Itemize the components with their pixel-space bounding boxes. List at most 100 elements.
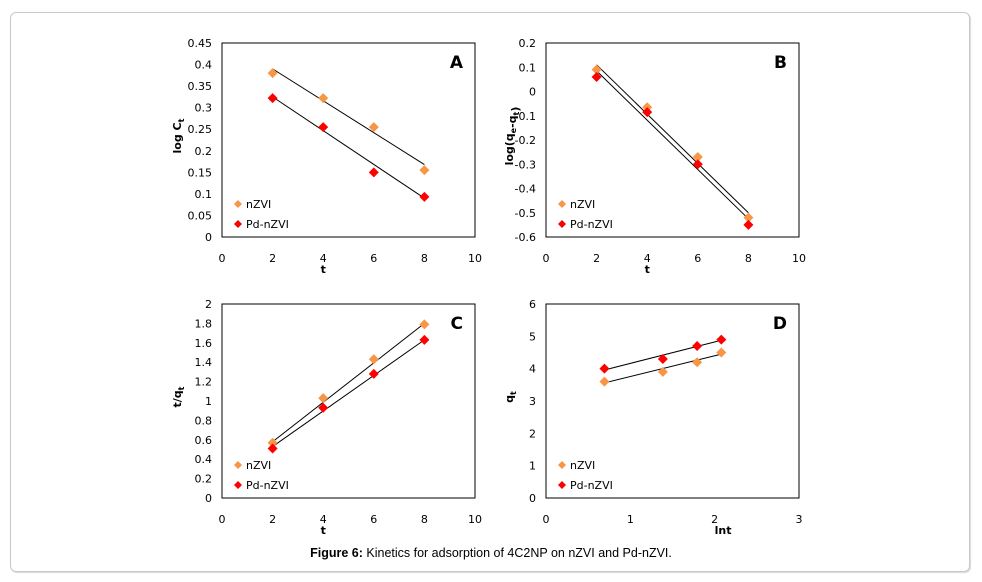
y-tick-label: -0.6 <box>515 231 536 244</box>
panel-letter: B <box>774 53 787 73</box>
data-point-pd-nzvi <box>642 107 653 118</box>
legend-label: Pd-nZVI <box>570 218 613 231</box>
data-point-pd-nzvi <box>318 402 329 413</box>
y-tick-label: 0.25 <box>188 123 213 136</box>
data-point-nzvi <box>599 376 610 387</box>
figure-caption: Figure 6: Kinetics for adsorption of 4C2… <box>0 546 982 560</box>
x-tick-label: 0 <box>219 252 226 265</box>
x-tick-label: 8 <box>421 513 428 526</box>
data-point-nzvi <box>419 165 430 176</box>
y-tick-label: 1 <box>529 460 536 473</box>
data-point-nzvi <box>318 393 329 404</box>
data-point-pd-nzvi <box>716 334 727 345</box>
y-tick-label: -0.5 <box>515 207 536 220</box>
y-tick-label: 1 <box>205 395 212 408</box>
panel-letter: A <box>450 53 464 73</box>
x-tick-label: 8 <box>421 252 428 265</box>
y-axis-title: t/qt <box>171 386 186 407</box>
legend-marker-nzvi <box>234 461 242 469</box>
legend-marker-pd-nzvi <box>234 481 242 489</box>
panel-b: -0.6 -0.5 -0.4 -0.3 -0.2 -0.1 0 0.1 0.2 0 2 4 6 8 10 t l… <box>503 37 806 276</box>
trendline-pd-nzvi <box>596 70 749 220</box>
x-tick-label: 3 <box>796 513 803 526</box>
y-axis-title: qt <box>503 391 518 403</box>
legend-label: Pd-nZVI <box>246 218 289 231</box>
data-point-pd-nzvi <box>692 341 703 352</box>
legend-label: Pd-nZVI <box>246 479 289 492</box>
y-tick-label: 0 <box>205 492 212 505</box>
y-tick-label: 6 <box>529 298 536 311</box>
data-point-pd-nzvi <box>591 71 602 82</box>
y-tick-label: 0.45 <box>188 37 213 50</box>
y-axis-title: log(qe-qt) <box>503 107 522 166</box>
panel-a: 0 0.05 0.1 0.15 0.2 0.25 0.3 0.35 0.4 0.45 0 2 4 6 8 10… <box>171 37 482 276</box>
x-tick-label: 8 <box>745 252 752 265</box>
legend-label: Pd-nZVI <box>570 479 613 492</box>
data-point-pd-nzvi <box>419 191 430 202</box>
x-tick-label: 0 <box>543 513 550 526</box>
x-tick-label: 0 <box>219 513 226 526</box>
y-tick-label: 0.3 <box>195 102 213 115</box>
y-tick-label: 1.4 <box>195 356 213 369</box>
legend-marker-pd-nzvi <box>558 220 566 228</box>
panel-letter: C <box>451 314 463 334</box>
y-axis-title: log Ct <box>171 118 186 153</box>
x-tick-label: 4 <box>320 513 327 526</box>
data-point-pd-nzvi <box>267 443 278 454</box>
x-tick-label: 4 <box>320 252 327 265</box>
y-tick-label: -0.2 <box>515 134 536 147</box>
y-tick-label: 0.2 <box>195 473 213 486</box>
legend-label: nZVI <box>570 198 595 211</box>
data-point-pd-nzvi <box>657 353 668 364</box>
plot-area-border <box>221 303 476 499</box>
x-axis-title: t <box>321 263 326 276</box>
data-point-nzvi <box>591 64 602 75</box>
trendline-nzvi <box>272 68 425 165</box>
legend-marker-nzvi <box>558 461 566 469</box>
data-point-pd-nzvi <box>368 167 379 178</box>
data-point-nzvi <box>692 357 703 368</box>
y-tick-label: 0.15 <box>188 166 213 179</box>
data-point-nzvi <box>267 437 278 448</box>
legend-label: nZVI <box>246 459 271 472</box>
y-tick-label: -0.3 <box>515 158 536 171</box>
y-tick-label: 0.4 <box>195 59 213 72</box>
y-tick-label: 0.4 <box>195 453 213 466</box>
caption-label: Figure 6: <box>310 546 363 560</box>
data-point-pd-nzvi <box>743 219 754 230</box>
data-point-nzvi <box>368 122 379 133</box>
y-tick-label: 4 <box>529 363 536 376</box>
x-tick-label: 10 <box>468 513 482 526</box>
trendline-pd-nzvi <box>272 96 425 199</box>
plot-area-border <box>221 42 476 238</box>
x-tick-label: 6 <box>694 252 701 265</box>
data-point-nzvi <box>267 68 278 79</box>
x-tick-label: 0 <box>543 252 550 265</box>
y-tick-label: 0 <box>205 231 212 244</box>
y-tick-label: 0 <box>529 86 536 99</box>
legend-marker-pd-nzvi <box>234 220 242 228</box>
legend-marker-nzvi <box>558 200 566 208</box>
data-point-nzvi <box>743 212 754 223</box>
y-tick-label: 0.2 <box>195 145 213 158</box>
y-tick-label: 1.8 <box>195 317 213 330</box>
plot-area-border <box>545 303 800 499</box>
data-point-nzvi <box>716 347 727 358</box>
x-tick-label: 4 <box>644 252 651 265</box>
y-tick-label: 2 <box>205 298 212 311</box>
panel-letter: D <box>773 314 787 334</box>
data-point-nzvi <box>368 354 379 365</box>
data-point-pd-nzvi <box>267 93 278 104</box>
x-tick-label: 2 <box>593 252 600 265</box>
x-tick-label: 6 <box>370 513 377 526</box>
data-point-pd-nzvi <box>692 159 703 170</box>
x-axis-title: t <box>645 263 650 276</box>
legend-marker-pd-nzvi <box>558 481 566 489</box>
data-point-pd-nzvi <box>368 368 379 379</box>
x-axis-title: t <box>321 524 326 537</box>
x-tick-label: 10 <box>468 252 482 265</box>
y-tick-label: 0.2 <box>519 37 537 50</box>
legend-marker-nzvi <box>234 200 242 208</box>
y-tick-label: 1.2 <box>195 376 213 389</box>
